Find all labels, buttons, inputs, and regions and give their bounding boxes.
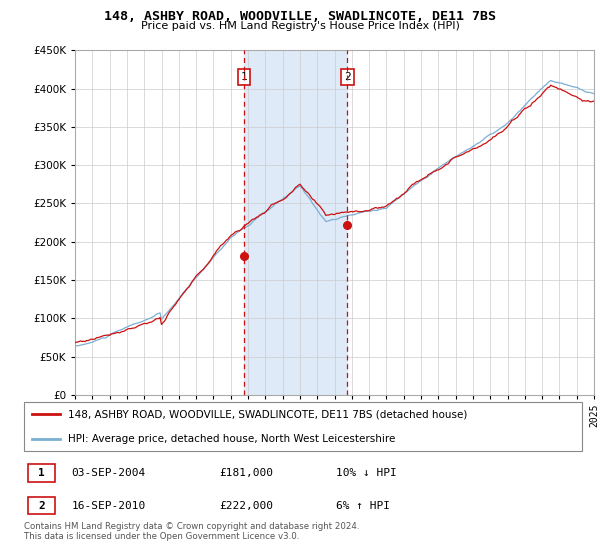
- Text: 2: 2: [344, 72, 351, 82]
- Text: 6% ↑ HPI: 6% ↑ HPI: [337, 501, 391, 511]
- Text: HPI: Average price, detached house, North West Leicestershire: HPI: Average price, detached house, Nort…: [68, 434, 395, 444]
- Text: 148, ASHBY ROAD, WOODVILLE, SWADLINCOTE, DE11 7BS (detached house): 148, ASHBY ROAD, WOODVILLE, SWADLINCOTE,…: [68, 409, 467, 419]
- FancyBboxPatch shape: [24, 402, 582, 451]
- Text: 1: 1: [241, 72, 247, 82]
- Bar: [244, 50, 347, 395]
- Text: 2: 2: [38, 501, 45, 511]
- FancyBboxPatch shape: [28, 464, 55, 482]
- Text: £222,000: £222,000: [220, 501, 273, 511]
- Text: £181,000: £181,000: [220, 468, 273, 478]
- Text: 148, ASHBY ROAD, WOODVILLE, SWADLINCOTE, DE11 7BS: 148, ASHBY ROAD, WOODVILLE, SWADLINCOTE,…: [104, 10, 496, 23]
- Text: 1: 1: [38, 468, 45, 478]
- Text: Contains HM Land Registry data © Crown copyright and database right 2024.
This d: Contains HM Land Registry data © Crown c…: [24, 522, 359, 542]
- Text: 16-SEP-2010: 16-SEP-2010: [71, 501, 146, 511]
- Text: 10% ↓ HPI: 10% ↓ HPI: [337, 468, 397, 478]
- FancyBboxPatch shape: [28, 497, 55, 514]
- Text: 03-SEP-2004: 03-SEP-2004: [71, 468, 146, 478]
- Text: Price paid vs. HM Land Registry's House Price Index (HPI): Price paid vs. HM Land Registry's House …: [140, 21, 460, 31]
